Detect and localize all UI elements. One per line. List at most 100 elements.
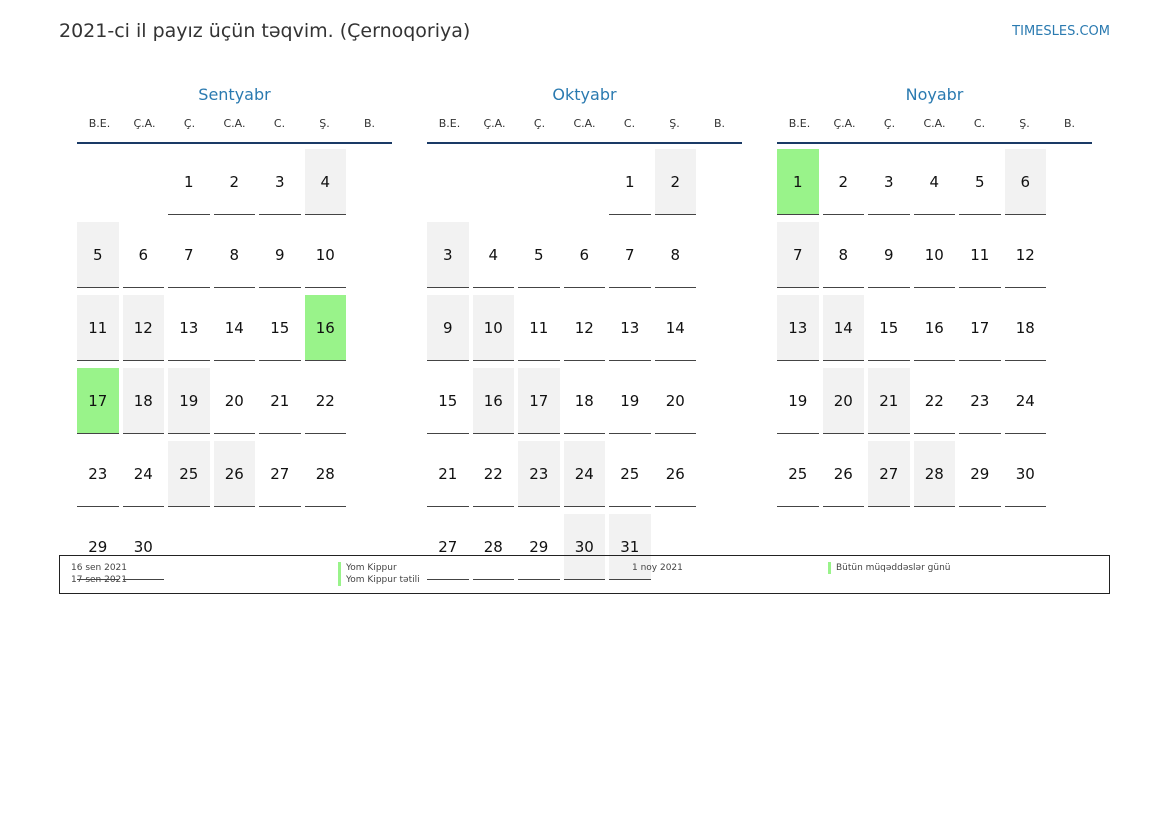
day-cell[interactable]: 28	[472, 509, 519, 582]
day-cell[interactable]: 18	[122, 363, 169, 436]
day-cell[interactable]: 18	[563, 363, 610, 436]
day-cell[interactable]: 31	[609, 509, 655, 582]
day-cell[interactable]: 24	[122, 436, 169, 509]
day-cell[interactable]: 12	[122, 290, 169, 363]
day-cell[interactable]: 9	[259, 217, 305, 290]
day-number: 20	[213, 368, 255, 434]
day-cell[interactable]: 17	[77, 363, 123, 436]
day-cell[interactable]: 16	[304, 290, 351, 363]
day-number: 2	[213, 149, 255, 215]
day-cell[interactable]: 9	[427, 290, 473, 363]
day-cell[interactable]: 20	[213, 363, 260, 436]
day-cell[interactable]: 14	[654, 290, 701, 363]
day-cell[interactable]: 23	[518, 436, 564, 509]
day-cell[interactable]: 3	[427, 217, 473, 290]
day-cell[interactable]: 14	[822, 290, 869, 363]
day-cell[interactable]: 2	[654, 144, 701, 217]
day-number: 23	[518, 441, 560, 507]
page-title: 2021-ci il payız üçün təqvim. (Çernoqori…	[59, 20, 471, 42]
site-link[interactable]: TIMESLES.COM	[1012, 24, 1110, 39]
day-cell[interactable]: 17	[518, 363, 564, 436]
day-cell[interactable]: 17	[959, 290, 1005, 363]
day-cell[interactable]: 30	[122, 509, 169, 582]
day-cell[interactable]: 29	[518, 509, 564, 582]
day-cell[interactable]: 12	[563, 290, 610, 363]
day-cell[interactable]: 1	[168, 144, 214, 217]
day-cell[interactable]: 8	[822, 217, 869, 290]
day-number: 26	[822, 441, 864, 507]
day-cell[interactable]: 10	[304, 217, 351, 290]
day-cell[interactable]: 21	[259, 363, 305, 436]
day-cell[interactable]: 25	[777, 436, 823, 509]
day-cell[interactable]: 18	[1004, 290, 1051, 363]
day-number: 2	[654, 149, 696, 215]
day-cell[interactable]: 24	[1004, 363, 1051, 436]
day-number: 10	[472, 295, 514, 361]
day-cell[interactable]: 10	[472, 290, 519, 363]
day-cell[interactable]: 27	[259, 436, 305, 509]
day-cell[interactable]: 3	[259, 144, 305, 217]
day-cell[interactable]: 25	[609, 436, 655, 509]
day-cell[interactable]: 12	[1004, 217, 1051, 290]
day-cell[interactable]: 7	[777, 217, 823, 290]
day-cell[interactable]: 26	[654, 436, 701, 509]
day-cell[interactable]: 23	[77, 436, 123, 509]
day-cell[interactable]: 24	[563, 436, 610, 509]
day-cell[interactable]: 25	[168, 436, 214, 509]
day-cell[interactable]: 6	[563, 217, 610, 290]
day-number: 6	[1004, 149, 1046, 215]
day-cell[interactable]: 4	[913, 144, 960, 217]
day-cell[interactable]: 9	[868, 217, 914, 290]
day-cell[interactable]: 8	[654, 217, 701, 290]
day-cell[interactable]: 15	[868, 290, 914, 363]
day-cell[interactable]: 29	[959, 436, 1005, 509]
day-cell[interactable]: 15	[259, 290, 305, 363]
day-cell[interactable]: 27	[427, 509, 473, 582]
day-cell[interactable]: 30	[563, 509, 610, 582]
day-cell[interactable]: 5	[959, 144, 1005, 217]
day-cell[interactable]: 11	[77, 290, 123, 363]
day-cell[interactable]: 5	[77, 217, 123, 290]
day-cell[interactable]: 20	[822, 363, 869, 436]
day-cell[interactable]: 15	[427, 363, 473, 436]
day-cell[interactable]: 28	[304, 436, 351, 509]
day-cell[interactable]: 22	[304, 363, 351, 436]
day-cell[interactable]: 2	[213, 144, 260, 217]
day-cell[interactable]: 1	[609, 144, 655, 217]
day-cell[interactable]: 16	[472, 363, 519, 436]
day-cell[interactable]: 16	[913, 290, 960, 363]
day-cell[interactable]: 4	[472, 217, 519, 290]
day-cell[interactable]: 27	[868, 436, 914, 509]
day-cell[interactable]: 3	[868, 144, 914, 217]
day-cell[interactable]: 10	[913, 217, 960, 290]
day-cell[interactable]: 5	[518, 217, 564, 290]
day-cell[interactable]: 11	[518, 290, 564, 363]
day-cell[interactable]: 19	[777, 363, 823, 436]
day-cell[interactable]: 28	[913, 436, 960, 509]
day-cell[interactable]: 7	[168, 217, 214, 290]
day-cell[interactable]: 14	[213, 290, 260, 363]
day-cell[interactable]: 6	[122, 217, 169, 290]
day-cell[interactable]: 22	[913, 363, 960, 436]
day-cell[interactable]: 11	[959, 217, 1005, 290]
day-cell[interactable]: 29	[77, 509, 123, 582]
day-cell[interactable]: 21	[427, 436, 473, 509]
day-cell[interactable]: 30	[1004, 436, 1051, 509]
day-cell[interactable]: 26	[213, 436, 260, 509]
day-cell[interactable]: 13	[777, 290, 823, 363]
day-cell[interactable]: 7	[609, 217, 655, 290]
day-cell[interactable]: 13	[609, 290, 655, 363]
day-cell[interactable]: 6	[1004, 144, 1051, 217]
day-cell[interactable]: 21	[868, 363, 914, 436]
day-cell[interactable]: 19	[168, 363, 214, 436]
day-cell[interactable]: 23	[959, 363, 1005, 436]
day-cell[interactable]: 13	[168, 290, 214, 363]
day-cell[interactable]: 20	[654, 363, 701, 436]
day-cell[interactable]: 19	[609, 363, 655, 436]
day-cell[interactable]: 26	[822, 436, 869, 509]
day-cell[interactable]: 2	[822, 144, 869, 217]
day-cell[interactable]: 1	[777, 144, 823, 217]
day-cell[interactable]: 22	[472, 436, 519, 509]
day-cell[interactable]: 8	[213, 217, 260, 290]
day-cell[interactable]: 4	[304, 144, 351, 217]
